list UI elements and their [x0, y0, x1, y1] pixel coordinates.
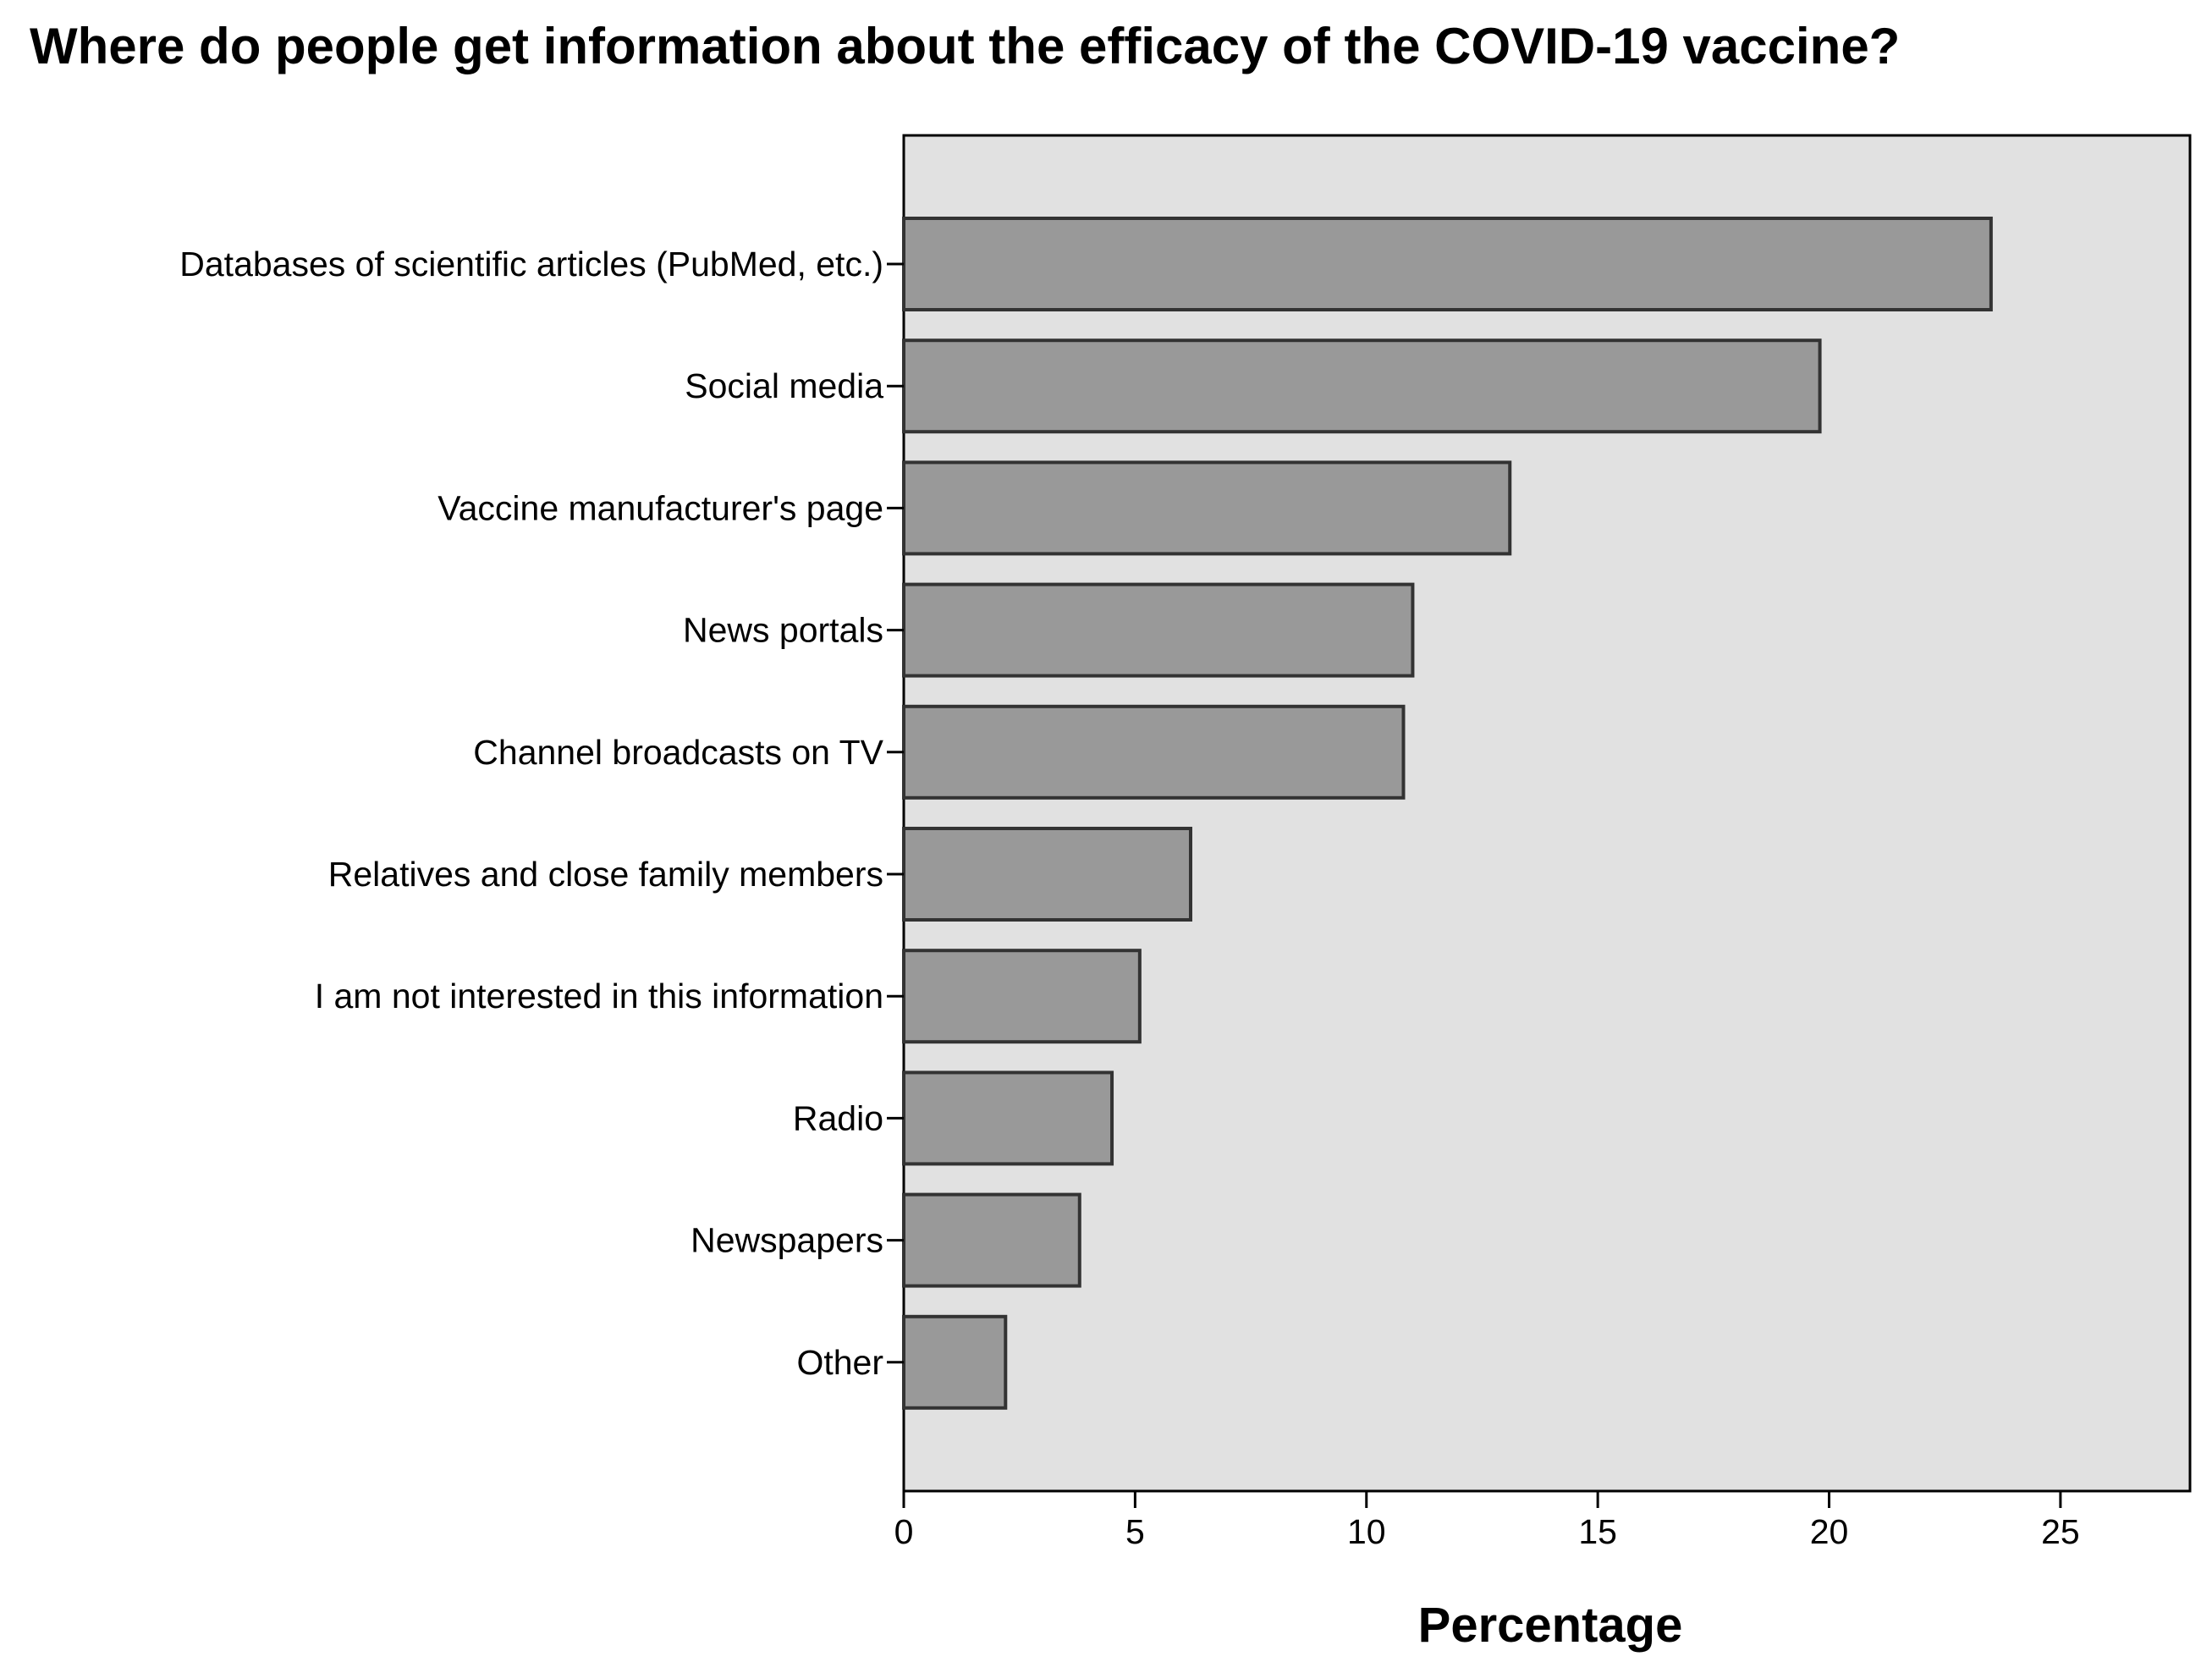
- category-label: Social media: [685, 366, 883, 405]
- bar: [902, 1314, 1008, 1410]
- x-tick-label: 15: [1578, 1512, 1617, 1551]
- category-label: Other: [796, 1343, 883, 1382]
- bar: [902, 827, 1192, 922]
- bar: [902, 1192, 1081, 1288]
- bar: [902, 1070, 1114, 1166]
- category-label: Channel broadcasts on TV: [473, 733, 883, 772]
- category-label: Relatives and close family members: [328, 855, 883, 894]
- x-tick-label: 10: [1347, 1512, 1386, 1551]
- bar: [902, 217, 1993, 311]
- chart-title: Where do people get information about th…: [30, 18, 1900, 74]
- y-axis: Databases of scientific articles (PubMed…: [179, 245, 904, 1382]
- category-label: Vaccine manufacturer's page: [437, 488, 883, 527]
- bar: [902, 460, 1512, 556]
- bar: [902, 949, 1142, 1044]
- bar: [902, 338, 1822, 434]
- x-tick-label: 5: [1125, 1512, 1145, 1551]
- category-label: Databases of scientific articles (PubMed…: [179, 245, 883, 283]
- bar: [902, 582, 1415, 678]
- category-label: I am not interested in this information: [315, 977, 883, 1015]
- x-tick-label: 0: [894, 1512, 914, 1551]
- bar: [902, 704, 1406, 800]
- x-axis: 0 5 10 15 20 25: [894, 1491, 2080, 1551]
- category-label: Newspapers: [691, 1221, 883, 1260]
- bars-group: [902, 217, 1993, 1410]
- x-axis-title: Percentage: [1418, 1598, 1683, 1653]
- category-label: Radio: [793, 1098, 883, 1137]
- x-tick-label: 25: [2041, 1512, 2080, 1551]
- category-label: News portals: [683, 611, 883, 650]
- x-tick-label: 20: [1810, 1512, 1849, 1551]
